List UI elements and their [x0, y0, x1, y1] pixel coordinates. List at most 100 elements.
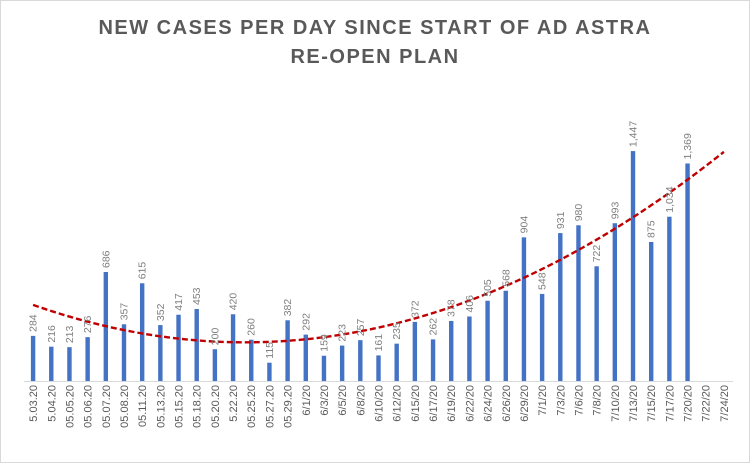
- value-label-18: 257: [355, 318, 367, 336]
- category-label-32: 7/10/20: [610, 385, 622, 422]
- bar-15: [303, 334, 308, 381]
- category-label-7: 05.13.20: [155, 385, 167, 428]
- bar-3: [85, 337, 90, 381]
- category-labels-group: 5.03.20 5.04.20 05.05.20 05.06.20 05.07.20 05…: [28, 385, 731, 428]
- value-label-20: 235: [391, 322, 403, 340]
- bar-33: [630, 151, 636, 381]
- value-label-12: 260: [246, 318, 258, 336]
- bar-5: [121, 324, 127, 381]
- category-label-18: 6/8/20: [355, 385, 367, 416]
- value-label-13: 115: [264, 342, 276, 359]
- value-label-0: 284: [28, 314, 40, 332]
- category-label-25: 6/24/20: [483, 385, 495, 422]
- category-label-11: 5.22.20: [228, 385, 240, 422]
- value-label-35: 1,034: [664, 186, 676, 212]
- category-label-28: 7/1/20: [537, 385, 549, 416]
- bar-16: [321, 355, 327, 381]
- category-label-3: 05.06.20: [83, 385, 95, 428]
- bar-14: [285, 320, 290, 381]
- chart-title-line2: RE-OPEN PLAN: [290, 46, 460, 68]
- value-label-4: 686: [100, 250, 112, 268]
- category-label-37: 7/22/20: [701, 385, 713, 422]
- value-label-5: 357: [118, 303, 130, 321]
- bar-23: [449, 320, 454, 381]
- bar-34: [648, 241, 654, 381]
- value-label-9: 453: [191, 287, 203, 305]
- category-label-30: 7/6/20: [573, 385, 585, 416]
- category-label-12: 05.25.20: [246, 385, 258, 428]
- bar-8: [176, 314, 181, 381]
- value-label-19: 161: [373, 334, 385, 352]
- bar-20: [394, 343, 399, 381]
- category-label-35: 7/17/20: [664, 385, 676, 422]
- category-label-5: 05.08.20: [119, 385, 131, 428]
- bar-9: [194, 309, 199, 381]
- value-label-30: 980: [573, 204, 585, 222]
- bar-1: [49, 346, 54, 381]
- value-label-21: 372: [409, 300, 421, 318]
- bar-27: [521, 237, 527, 381]
- trendline: [32, 150, 725, 344]
- bar-24: [467, 316, 472, 381]
- value-label-33: 1,447: [628, 121, 640, 147]
- category-label-33: 7/13/20: [628, 385, 640, 422]
- category-label-10: 05.20.20: [210, 385, 222, 428]
- value-label-23: 378: [446, 299, 458, 317]
- value-labels-group: 284 216 213 276 686 357 615 352 417 453 200 420 260 1…: [28, 121, 694, 359]
- bar-0: [30, 335, 36, 381]
- value-label-25: 505: [482, 279, 494, 297]
- bar-28: [539, 293, 545, 381]
- value-label-31: 722: [591, 245, 603, 263]
- category-label-13: 05.27.20: [264, 385, 276, 428]
- bar-11: [230, 314, 236, 381]
- category-label-34: 7/15/20: [646, 385, 658, 422]
- value-label-3: 276: [82, 315, 94, 333]
- value-label-16: 159: [318, 334, 330, 352]
- value-label-28: 548: [537, 272, 549, 290]
- bar-30: [576, 225, 581, 381]
- category-label-38: 7/24/20: [719, 385, 731, 422]
- bar-32: [612, 223, 618, 381]
- category-label-4: 05.07.20: [101, 385, 113, 428]
- category-label-9: 05.18.20: [192, 385, 204, 428]
- value-label-14: 382: [282, 299, 294, 317]
- value-label-34: 875: [646, 220, 658, 238]
- category-label-0: 5.03.20: [28, 385, 40, 422]
- bar-18: [358, 340, 363, 381]
- value-label-7: 352: [155, 303, 167, 321]
- category-label-21: 6/15/20: [410, 385, 422, 422]
- value-label-36: 1,369: [682, 133, 694, 159]
- value-label-27: 904: [518, 216, 530, 234]
- category-label-31: 7/8/20: [592, 385, 604, 416]
- category-label-29: 7/3/20: [555, 385, 567, 416]
- category-label-20: 6/12/20: [392, 385, 404, 422]
- bar-2: [67, 347, 72, 381]
- bar-13: [267, 362, 272, 381]
- value-label-26: 568: [500, 269, 512, 287]
- bar-10: [212, 349, 218, 381]
- value-label-24: 406: [464, 295, 476, 313]
- value-label-32: 993: [609, 202, 621, 220]
- bar-29: [558, 233, 563, 381]
- value-label-29: 931: [555, 211, 567, 229]
- value-label-11: 420: [228, 293, 240, 311]
- bar-12: [249, 339, 254, 381]
- bar-25: [485, 300, 490, 381]
- value-label-1: 216: [46, 325, 58, 343]
- value-label-2: 213: [64, 325, 76, 343]
- category-label-19: 6/10/20: [374, 385, 386, 422]
- bar-31: [594, 266, 599, 381]
- bar-19: [376, 355, 381, 381]
- chart-title-line1: NEW CASES PER DAY SINCE START OF AD ASTR…: [98, 17, 652, 39]
- category-label-14: 05.29.20: [283, 385, 295, 428]
- bar-26: [503, 290, 508, 381]
- category-label-16: 6/3/20: [319, 385, 331, 416]
- category-label-22: 6/17/20: [428, 385, 440, 422]
- category-label-27: 6/29/20: [519, 385, 531, 422]
- value-label-8: 417: [173, 293, 185, 311]
- bar-21: [412, 321, 418, 381]
- value-label-6: 615: [137, 262, 149, 280]
- bar-7: [158, 325, 163, 381]
